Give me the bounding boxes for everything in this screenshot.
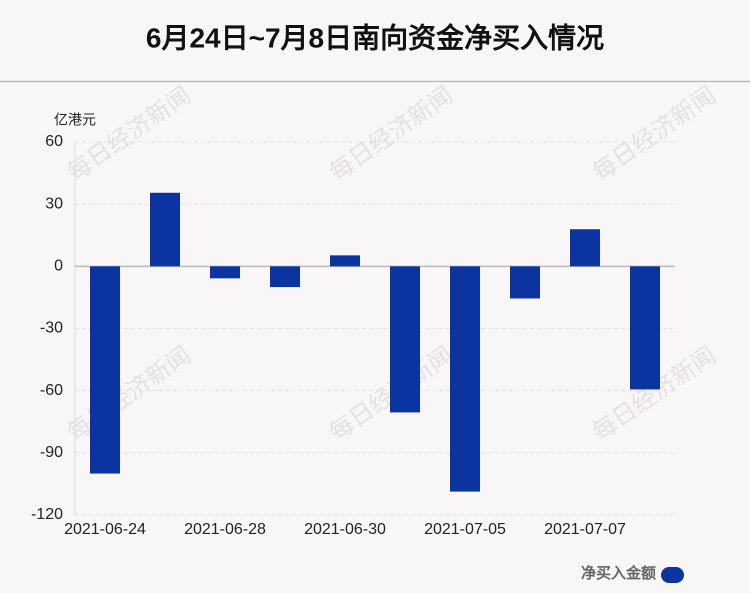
y-tick-label: 0 [54, 258, 63, 275]
bar [150, 192, 180, 267]
y-tick-label: 60 [45, 133, 63, 150]
y-axis-label: 亿港元 [54, 112, 96, 128]
watermark: 每日经济新闻 [324, 81, 458, 187]
chart-title: 6月24日~7月8日南向资金净买入情况 [146, 21, 604, 53]
bar [270, 266, 300, 288]
y-tick-label: -120 [31, 506, 63, 523]
bar [210, 266, 240, 279]
y-tick-label: 30 [45, 195, 63, 212]
x-tick-label: 2021-07-07 [544, 521, 626, 538]
x-tick-label: 2021-06-28 [184, 521, 266, 538]
x-tick-label: 2021-07-05 [424, 521, 506, 538]
bar [630, 266, 660, 390]
y-tick-label: -30 [40, 320, 63, 337]
legend-label: 净买入金额 [581, 564, 656, 582]
bar [390, 266, 420, 413]
y-tick-label: -90 [40, 444, 63, 461]
y-tick-label: -60 [40, 382, 63, 399]
watermark: 每日经济新闻 [587, 81, 721, 187]
watermark: 每日经济新闻 [62, 341, 196, 447]
bar [90, 266, 120, 474]
bar [450, 266, 480, 492]
bar [510, 266, 540, 299]
x-tick-label: 2021-06-24 [64, 521, 146, 538]
watermark: 每日经济新闻 [62, 81, 196, 187]
x-tick-label: 2021-06-30 [304, 521, 386, 538]
legend-swatch [661, 567, 684, 583]
bar [570, 229, 600, 267]
bar [330, 255, 360, 267]
